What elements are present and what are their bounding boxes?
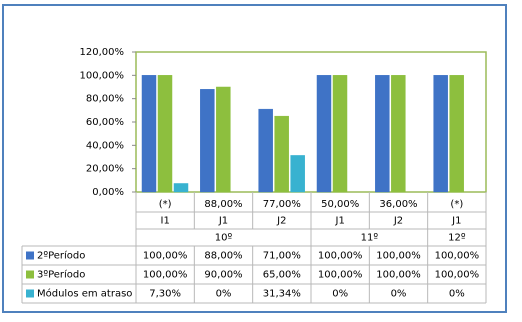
category-top-label: 36,00% [379, 199, 417, 210]
category-top-label: 77,00% [263, 199, 301, 210]
table-value: 100,00% [376, 270, 421, 281]
category-top-label: (*) [450, 199, 463, 210]
x-tick-label: I1 [161, 216, 170, 227]
bar [449, 75, 464, 193]
table-value: 100,00% [143, 270, 188, 281]
y-tick-label: 20,00% [86, 164, 124, 175]
bar [316, 75, 332, 193]
y-tick-label: 80,00% [86, 94, 124, 105]
y-tick-label: 120,00% [80, 47, 125, 58]
table-value: 7,30% [149, 289, 181, 300]
bar [173, 183, 189, 193]
category-top-label: 50,00% [321, 199, 359, 210]
y-tick-label: 0,00% [92, 187, 124, 198]
bar [332, 75, 348, 193]
bar [258, 108, 273, 193]
table-value: 0% [216, 289, 232, 300]
category-top-label: (*) [159, 199, 172, 210]
table-value: 100,00% [318, 251, 363, 262]
bar [391, 75, 406, 193]
x-tick-label: J1 [218, 216, 228, 227]
table-value: 100,00% [435, 251, 480, 262]
legend-label: 3ºPeríodo [37, 269, 85, 281]
x-tick-label: J2 [393, 216, 403, 227]
table-value: 71,00% [263, 251, 301, 262]
bar [375, 75, 390, 193]
chart-frame [2, 4, 507, 313]
bar [290, 155, 305, 193]
legend-label: Módulos em atraso [37, 288, 132, 300]
category-group-label: 12º [448, 233, 466, 244]
table-value: 100,00% [376, 251, 421, 262]
legend-key [26, 289, 34, 298]
bar [200, 89, 215, 193]
bar [433, 75, 448, 193]
y-tick-label: 100,00% [80, 70, 125, 81]
table-value: 0% [391, 289, 407, 300]
category-group-label: 10º [215, 233, 233, 244]
bar [274, 115, 289, 193]
x-tick-label: J2 [276, 216, 286, 227]
legend-key [26, 270, 34, 279]
bar [157, 75, 173, 193]
legend-label: 2ºPeríodo [37, 250, 85, 262]
table-value: 65,00% [263, 270, 301, 281]
x-tick-label: J1 [335, 216, 345, 227]
table-value: 88,00% [204, 251, 242, 262]
table-value: 0% [332, 289, 348, 300]
table-value: 90,00% [204, 270, 242, 281]
table-value: 100,00% [143, 251, 188, 262]
table-value: 31,34% [263, 289, 301, 300]
x-tick-label: J1 [451, 216, 461, 227]
y-tick-label: 60,00% [86, 117, 124, 128]
y-tick-label: 40,00% [86, 140, 124, 151]
table-value: 100,00% [435, 270, 480, 281]
bar [141, 75, 157, 193]
bar [216, 86, 231, 193]
table-value: 100,00% [318, 270, 363, 281]
category-group-label: 11º [361, 233, 379, 244]
category-top-label: 88,00% [204, 199, 242, 210]
table-value: 0% [449, 289, 465, 300]
legend-key [26, 251, 34, 260]
